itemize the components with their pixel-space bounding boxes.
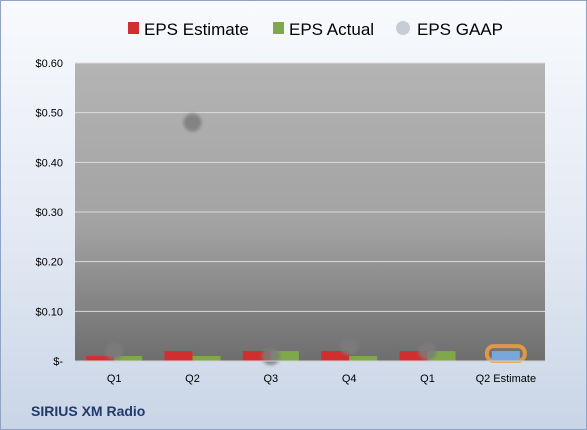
gaap-point xyxy=(105,342,124,361)
bar-eps-estimate xyxy=(242,351,271,361)
bar-eps-estimate xyxy=(164,351,193,361)
bar-eps-estimate xyxy=(399,351,428,361)
legend-swatch-eps-estimate xyxy=(128,22,139,34)
legend: EPS Estimate EPS Actual EPS GAAP xyxy=(128,20,503,39)
x-tick-label: Q4 xyxy=(342,373,357,385)
y-tick-label: $0.40 xyxy=(35,157,63,169)
y-tick-label: $0.60 xyxy=(35,58,63,70)
bar-eps-actual xyxy=(114,356,143,361)
legend-label-eps-gaap: EPS GAAP xyxy=(417,20,503,39)
bar-q2-estimate xyxy=(491,351,520,361)
y-tick-label: $0.30 xyxy=(35,207,63,219)
x-tick-label: Q3 xyxy=(263,373,278,385)
legend-swatch-eps-gaap xyxy=(396,21,410,35)
x-tick-label: Q1 xyxy=(420,373,435,385)
legend-label-eps-estimate: EPS Estimate xyxy=(144,20,249,39)
legend-swatch-eps-actual xyxy=(273,22,284,34)
bar-eps-actual xyxy=(427,351,456,361)
y-axis-ticks: $- $0.10 $0.20 $0.30 $0.40 $0.50 $0.60 xyxy=(35,58,63,368)
gaap-point xyxy=(418,342,437,361)
y-tick-label: $0.10 xyxy=(35,306,63,318)
x-tick-label: Q2 Estimate xyxy=(476,373,537,385)
company-label: SIRIUS XM Radio xyxy=(31,403,146,419)
y-tick-label: $0.20 xyxy=(35,257,63,269)
bar-eps-actual xyxy=(192,356,221,361)
gaap-points xyxy=(105,113,437,366)
x-tick-label: Q2 xyxy=(185,373,200,385)
y-tick-label: $- xyxy=(53,356,63,368)
legend-item-eps-actual: EPS Actual xyxy=(273,20,374,39)
legend-item-eps-gaap: EPS GAAP xyxy=(396,20,503,39)
y-tick-label: $0.50 xyxy=(35,108,63,120)
gridlines xyxy=(75,62,545,312)
bar-eps-estimate xyxy=(86,356,115,361)
legend-label-eps-actual: EPS Actual xyxy=(289,20,374,39)
legend-item-eps-estimate: EPS Estimate xyxy=(128,20,249,39)
bar-eps-estimate xyxy=(321,351,350,361)
bar-eps-actual xyxy=(270,351,299,361)
gaap-point xyxy=(340,337,359,356)
bar-eps-actual xyxy=(349,356,378,361)
gaap-point xyxy=(261,347,280,366)
x-tick-label: Q1 xyxy=(107,373,122,385)
x-axis-ticks: Q1 Q2 Q3 Q4 Q1 Q2 Estimate xyxy=(107,373,536,385)
gaap-point xyxy=(183,113,202,132)
